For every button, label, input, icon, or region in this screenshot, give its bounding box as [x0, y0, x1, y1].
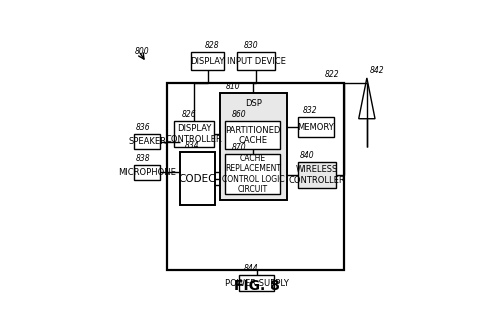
Text: SPEAKER: SPEAKER [128, 137, 166, 146]
Text: 842: 842 [369, 66, 383, 75]
Text: 830: 830 [243, 41, 258, 50]
Bar [298, 118, 333, 137]
Text: 826: 826 [182, 110, 196, 119]
Text: MICROPHONE: MICROPHONE [118, 168, 176, 177]
Bar [225, 154, 280, 194]
Text: DISPLAY
CONTROLLER: DISPLAY CONTROLLER [165, 124, 222, 144]
Text: 838: 838 [135, 154, 150, 163]
Text: 836: 836 [135, 123, 150, 132]
Bar [174, 121, 213, 147]
Text: 860: 860 [231, 110, 246, 119]
Bar [133, 165, 160, 180]
Bar [166, 83, 343, 270]
Text: 828: 828 [204, 41, 219, 50]
Text: 870: 870 [231, 143, 245, 152]
Text: 834: 834 [184, 141, 199, 150]
Text: PARTITIONED
CACHE: PARTITIONED CACHE [224, 125, 280, 145]
Bar [133, 134, 160, 149]
Bar [297, 162, 335, 188]
Text: DISPLAY: DISPLAY [190, 57, 224, 66]
Text: 810: 810 [226, 82, 240, 91]
Text: CODEC: CODEC [178, 174, 216, 184]
Text: POWER SUPPLY: POWER SUPPLY [224, 279, 288, 288]
Text: 844: 844 [243, 264, 258, 273]
Bar [220, 93, 286, 200]
Text: 832: 832 [302, 106, 317, 116]
Text: 800: 800 [135, 47, 149, 56]
Text: MEMORY: MEMORY [297, 122, 334, 131]
Text: CACHE
REPLACEMENT
CONTROL LOGIC
CIRCUIT: CACHE REPLACEMENT CONTROL LOGIC CIRCUIT [221, 154, 284, 194]
Bar [239, 275, 274, 291]
Text: DSP: DSP [244, 99, 262, 108]
Bar [236, 53, 275, 70]
Text: 822: 822 [324, 70, 339, 79]
Bar [225, 121, 280, 149]
Text: INPUT DEVICE: INPUT DEVICE [226, 57, 285, 66]
Text: WIRELESS
CONTROLLER: WIRELESS CONTROLLER [288, 165, 344, 184]
Text: 840: 840 [300, 151, 314, 160]
Bar [179, 152, 215, 205]
Bar [190, 53, 223, 70]
Text: FIG. 8: FIG. 8 [234, 279, 280, 293]
